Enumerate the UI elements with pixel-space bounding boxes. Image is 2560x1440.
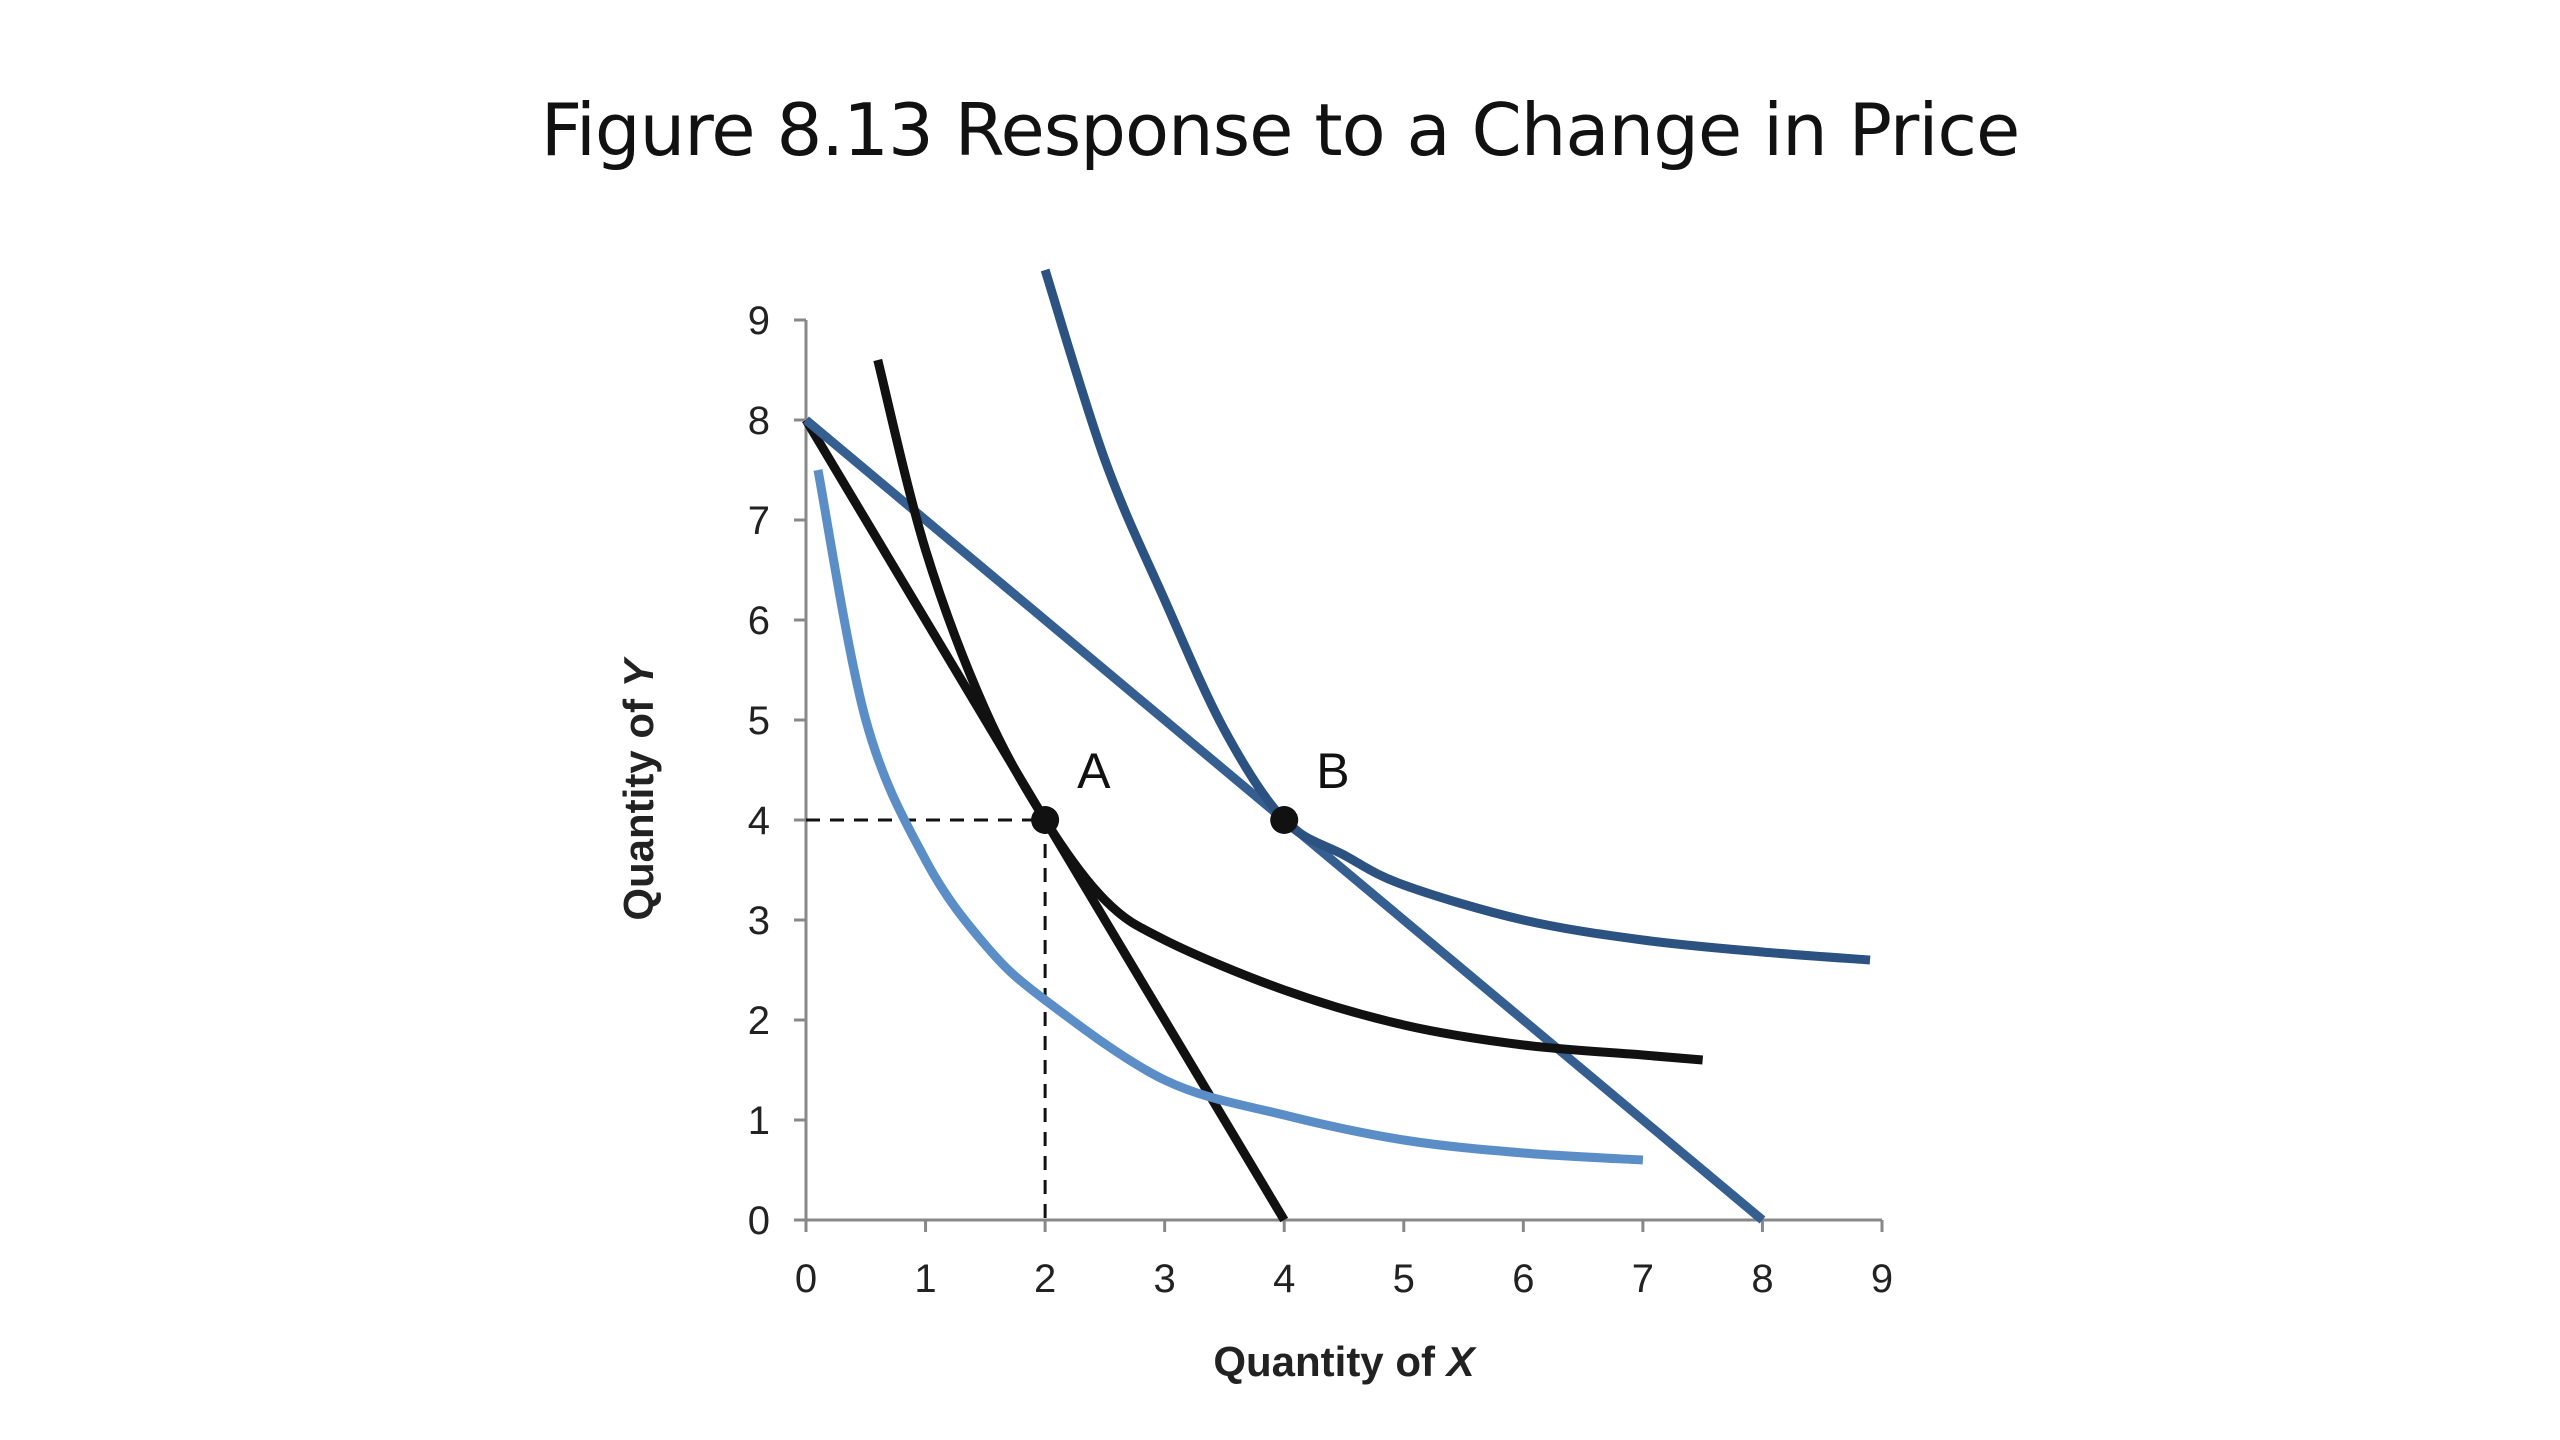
x-tick-label: 5 [1393,1257,1415,1301]
y-tick-label: 5 [748,699,770,743]
x-tick-label: 2 [1034,1257,1056,1301]
x-tick-label: 4 [1273,1257,1295,1301]
point-marker-a [1031,806,1060,834]
x-tick-label: 3 [1154,1257,1176,1301]
x-tick-label: 6 [1512,1257,1534,1301]
point-label-b: B [1316,743,1349,799]
y-axis-title: Quantity of Y [615,655,662,920]
dashed-guides [806,818,1047,1220]
slide-title: Figure 8.13 Response to a Change in Pric… [540,88,2021,172]
point-label-a: A [1077,743,1111,799]
x-tick-label: 7 [1632,1257,1654,1301]
axes [804,320,1882,1222]
x-tick-label: 9 [1871,1257,1893,1301]
y-axis-title-prefix: Quantity of [615,687,662,920]
indifference-curve-black [873,358,1704,1065]
y-tick-label: 6 [748,599,770,643]
y-tick-label: 2 [748,999,770,1043]
y-tick-label: 3 [748,899,770,943]
y-tick-label: 9 [748,299,770,343]
x-axis-title-prefix: Quantity of [1213,1338,1446,1385]
x-tick-label: 0 [795,1257,817,1301]
y-tick-label: 1 [748,1099,770,1143]
y-tick-label: 0 [748,1199,770,1243]
y-axis-title-var: Y [615,655,662,687]
x-tick-label: 1 [914,1257,936,1301]
ticks: 0 1 2 3 4 5 6 7 8 9 0 1 2 3 4 5 6 7 8 9 [748,299,1893,1301]
y-tick-label: 7 [748,499,770,543]
y-tick-label: 8 [748,399,770,443]
y-tick-label: 4 [748,799,770,843]
point-marker-b [1270,806,1299,834]
x-axis-title-var: X [1445,1338,1478,1385]
x-axis-title: Quantity of X [1213,1338,1477,1385]
x-tick-label: 8 [1751,1257,1773,1301]
indifference-curve-dark-blue [1040,268,1871,965]
indifference-curve-light-blue [813,469,1644,1165]
